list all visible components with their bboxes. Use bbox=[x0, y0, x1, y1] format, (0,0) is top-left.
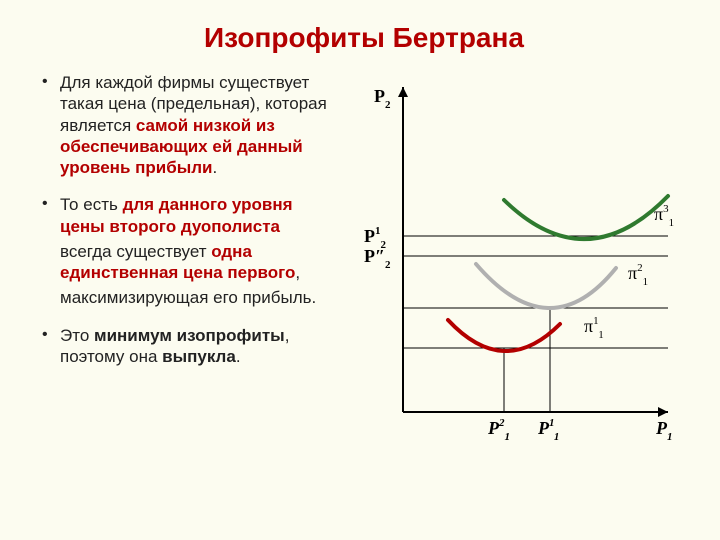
b3-bold-d: выпукла bbox=[162, 347, 236, 366]
b3-plain-a: Это bbox=[60, 326, 94, 345]
b2-line2: всегда существует одна единственная цена… bbox=[60, 241, 334, 284]
b1-plain-c: . bbox=[213, 158, 218, 177]
bullet-2: То есть для данного уровня цены второго … bbox=[40, 194, 334, 308]
svg-text:P1: P1 bbox=[655, 418, 673, 443]
isoprofit-chart: P2P1P12P″2P21P11π11π21π31 bbox=[348, 72, 688, 472]
svg-text:P2: P2 bbox=[374, 86, 391, 111]
curve-pi1_2 bbox=[476, 264, 616, 308]
b3-plain-e: . bbox=[236, 347, 241, 366]
svg-text:P11: P11 bbox=[537, 417, 559, 443]
b2-plain-c: всегда существует bbox=[60, 242, 211, 261]
text-column: Для каждой фирмы существует такая цена (… bbox=[40, 72, 348, 383]
svg-text:P21: P21 bbox=[487, 417, 510, 443]
curve-pi1_3 bbox=[504, 196, 668, 239]
svg-text:P″2: P″2 bbox=[364, 246, 391, 271]
b2-line3: максимизирующая его прибыль. bbox=[60, 287, 334, 308]
bullet-1: Для каждой фирмы существует такая цена (… bbox=[40, 72, 334, 178]
slide-title: Изопрофиты Бертрана bbox=[40, 22, 688, 54]
b3-bold-b: минимум изопрофиты bbox=[94, 326, 285, 345]
svg-text:π21: π21 bbox=[628, 262, 648, 288]
bullet-3: Это минимум изопрофиты, поэтому она выпу… bbox=[40, 325, 334, 368]
chart-area: P2P1P12P″2P21P11π11π21π31 bbox=[348, 72, 688, 472]
svg-text:π31: π31 bbox=[654, 203, 674, 229]
b2-plain-a: То есть bbox=[60, 195, 123, 214]
svg-text:π11: π11 bbox=[584, 315, 604, 341]
b2-plain-e: , bbox=[295, 263, 300, 282]
curve-pi1_1 bbox=[448, 320, 560, 351]
